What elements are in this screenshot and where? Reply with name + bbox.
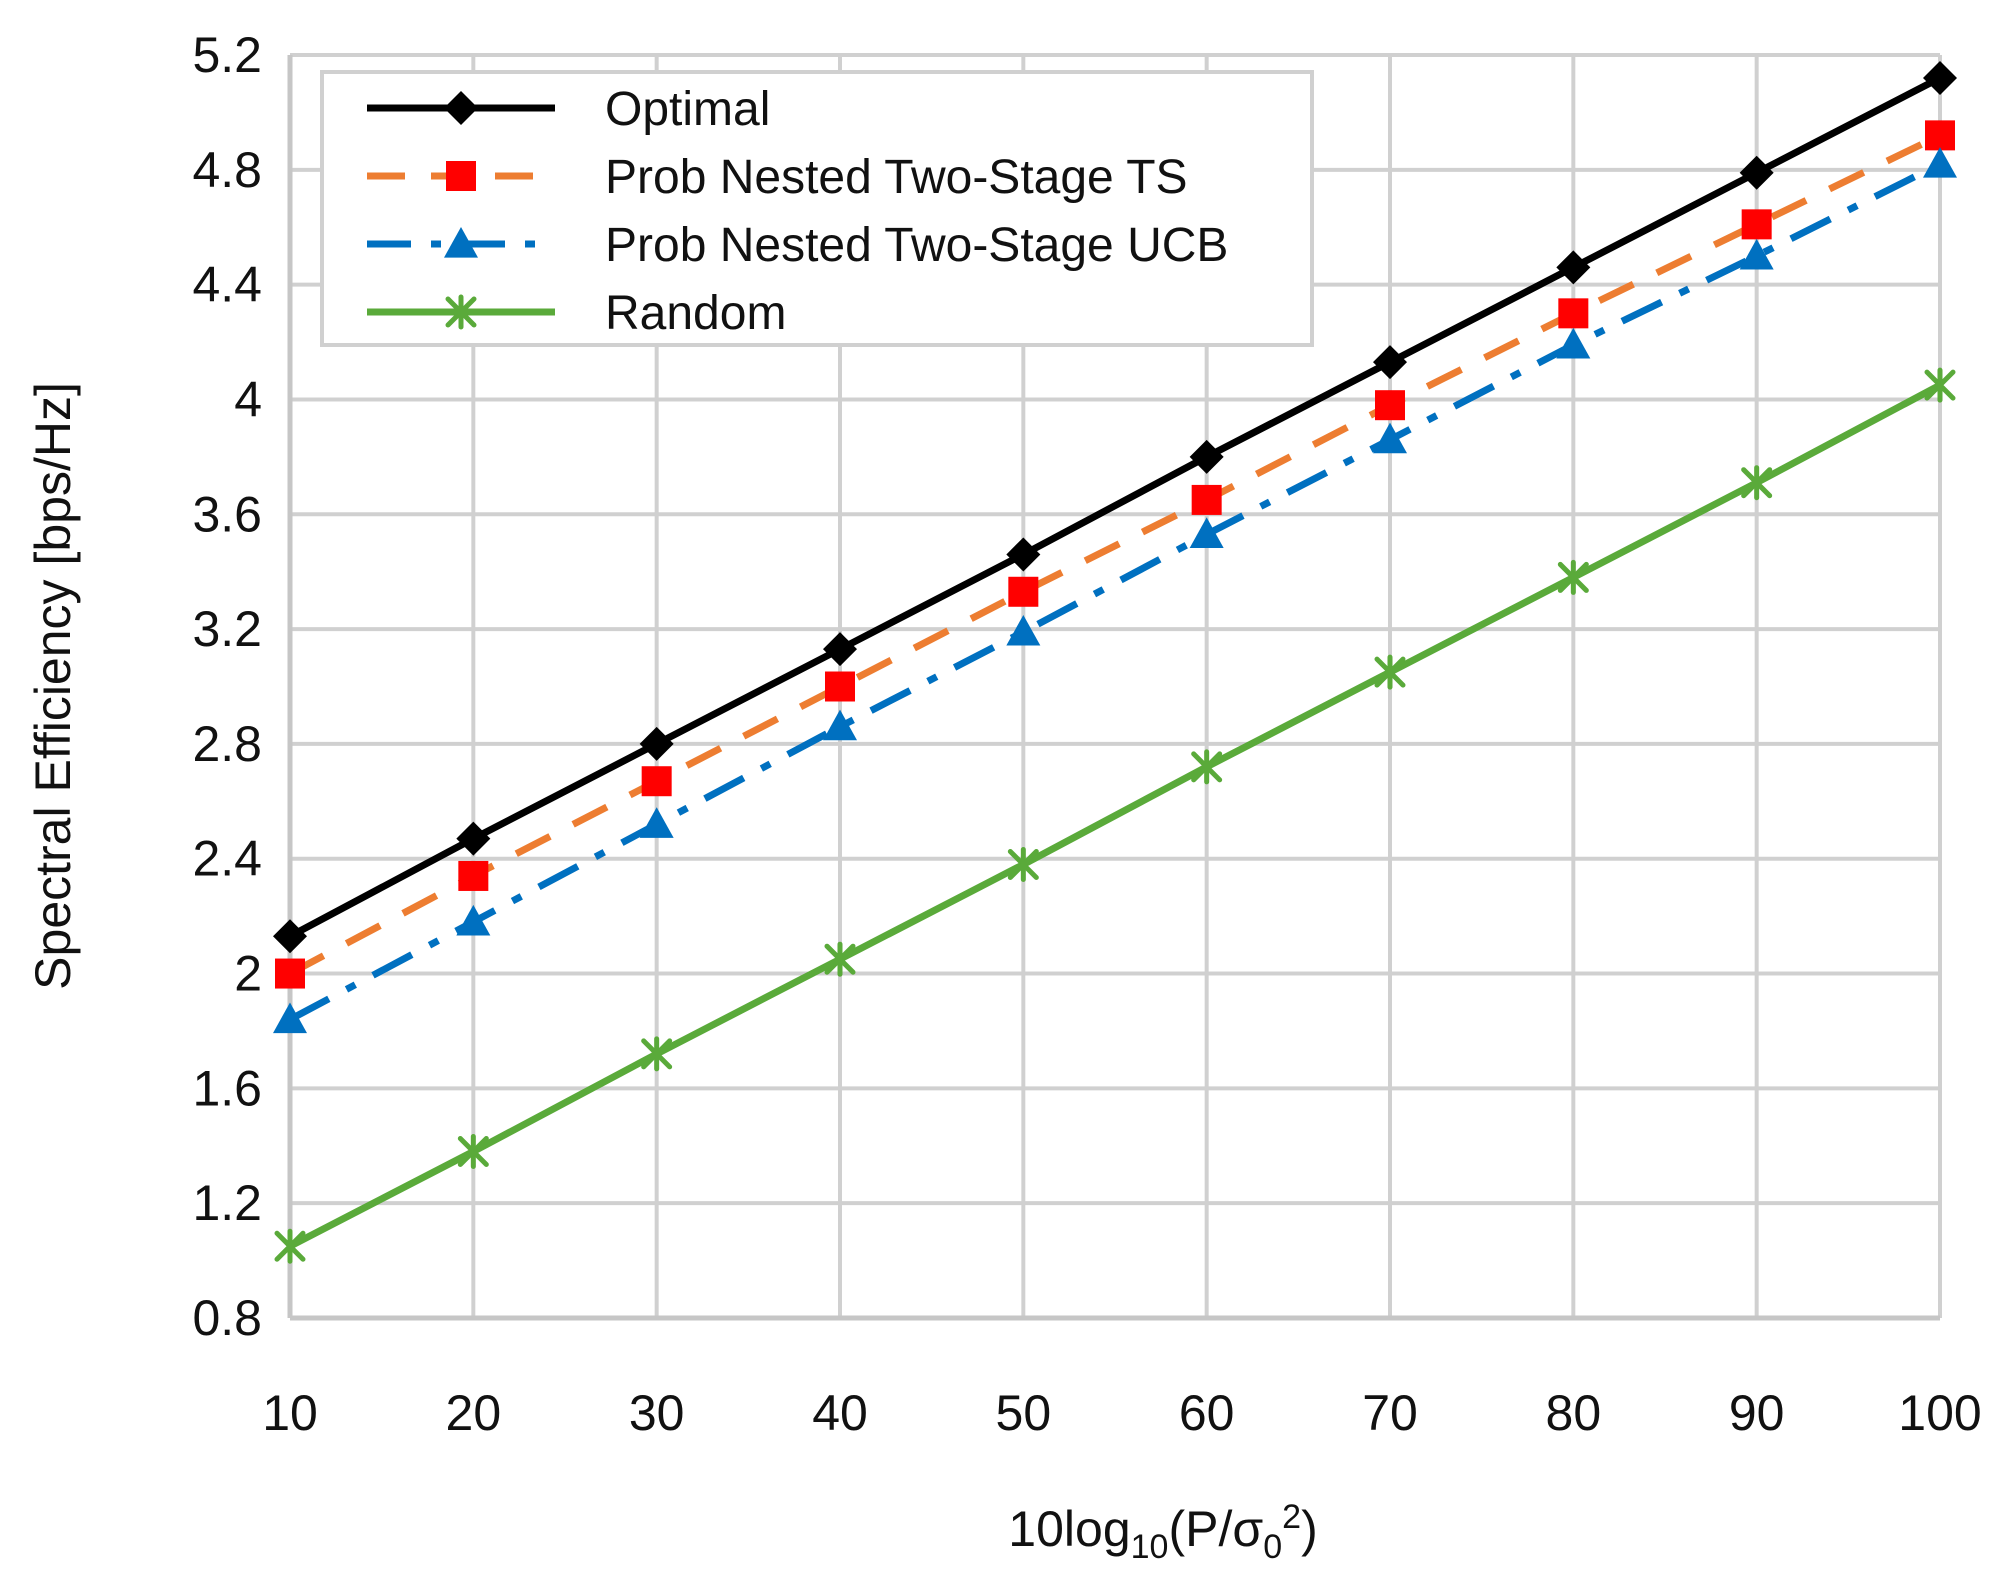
x-axis-label-sup: 2 — [1282, 1498, 1301, 1536]
series-group — [273, 60, 1957, 1264]
data-point — [1374, 654, 1406, 690]
y-axis-label: Spectral Efficiency [bps/Hz] — [25, 382, 81, 990]
legend-swatch-marker — [445, 294, 477, 330]
data-point — [1375, 390, 1405, 421]
y-tick-label: 3.2 — [192, 601, 262, 657]
axes — [287, 55, 1940, 1321]
y-tick-label: 4.8 — [192, 142, 262, 198]
series-optimal — [273, 60, 1957, 954]
series-prob-nested-two-stage-ts — [275, 120, 1955, 989]
data-point — [1008, 576, 1039, 607]
x-tick-label: 10 — [262, 1385, 318, 1441]
data-point — [1373, 345, 1407, 380]
x-tick-label: 50 — [996, 1385, 1052, 1441]
x-tick-label: 80 — [1546, 1385, 1602, 1441]
data-point — [1556, 250, 1591, 285]
series-line — [288, 132, 1942, 977]
data-point — [1007, 846, 1039, 882]
legend-swatch-marker — [446, 161, 476, 191]
y-tick-label: 0.8 — [192, 1290, 262, 1346]
legend-label: Prob Nested Two-Stage TS — [605, 151, 1188, 204]
x-tick-label: 40 — [812, 1385, 868, 1441]
legend-entry: Optimal — [367, 83, 770, 136]
data-point — [1556, 327, 1591, 359]
data-point — [639, 726, 674, 761]
data-point — [641, 1036, 673, 1072]
legend-label: Optimal — [605, 83, 770, 136]
x-tick-label: 60 — [1179, 1385, 1235, 1441]
x-axis-label-mid: (P/σ — [1168, 1501, 1263, 1557]
data-point — [824, 941, 856, 977]
series-random — [274, 367, 1956, 1264]
data-point — [456, 904, 491, 936]
x-axis-label-suffix: ) — [1301, 1501, 1318, 1557]
x-tick-labels: 10 20 30 40 50 60 70 80 90 100 — [262, 1385, 1982, 1441]
legend-label: Random — [605, 287, 786, 340]
y-tick-label: 2 — [234, 946, 262, 1002]
y-tick-label: 1.2 — [192, 1175, 262, 1231]
data-point — [1558, 298, 1589, 329]
y-tick-label: 5.2 — [192, 27, 262, 83]
y-tick-labels: 0.8 1.2 1.6 2 2.4 2.8 3.2 3.6 4 4.4 4.8 5.2 — [192, 27, 262, 1346]
data-point — [1189, 517, 1224, 548]
data-point — [1923, 60, 1957, 95]
data-point — [1557, 559, 1589, 595]
data-point — [823, 709, 857, 741]
data-point — [457, 1134, 489, 1170]
data-point — [1924, 367, 1956, 403]
data-point — [639, 807, 674, 838]
data-point — [823, 632, 857, 667]
data-point — [825, 671, 855, 702]
data-point — [1741, 209, 1772, 240]
data-point — [273, 919, 307, 954]
data-point — [1191, 484, 1222, 515]
x-axis-label-prefix: 10log — [1008, 1501, 1130, 1557]
data-point — [1923, 147, 1957, 178]
data-point — [1006, 614, 1041, 646]
x-tick-label: 90 — [1729, 1385, 1785, 1441]
data-point — [1006, 537, 1041, 572]
data-point — [1741, 465, 1773, 501]
series-line — [288, 74, 1942, 940]
data-point — [1739, 155, 1774, 190]
y-tick-label: 2.8 — [192, 716, 262, 772]
legend-swatch-marker — [444, 91, 478, 125]
x-axis-label: 10log10(P/σ02) — [1008, 1498, 1317, 1566]
data-point — [1191, 749, 1223, 785]
legend: Optimal Prob Nested Two-Stage TS Prob Nest… — [320, 70, 1314, 347]
data-point — [458, 860, 489, 891]
data-point — [1925, 120, 1955, 151]
legend-entry: Prob Nested Two-Stage TS — [367, 151, 1188, 204]
y-tick-label: 1.6 — [192, 1060, 262, 1116]
series-prob-nested-two-stage-ucb — [273, 147, 1957, 1034]
x-tick-label: 100 — [1898, 1385, 1981, 1441]
y-tick-label: 3.6 — [192, 486, 262, 542]
data-point — [641, 766, 672, 797]
data-point — [275, 958, 305, 989]
data-point — [456, 821, 491, 856]
x-axis-label-sub1: 10 — [1131, 1528, 1169, 1566]
legend-label: Prob Nested Two-Stage UCB — [605, 219, 1228, 272]
legend-entry: Prob Nested Two-Stage UCB — [367, 219, 1228, 272]
data-point — [1189, 439, 1224, 474]
y-tick-label: 2.4 — [192, 831, 262, 887]
series-line — [288, 382, 1942, 1250]
data-point — [274, 1228, 306, 1264]
y-tick-label: 4.4 — [192, 257, 262, 313]
x-tick-label: 70 — [1362, 1385, 1418, 1441]
legend-entry: Random — [367, 287, 786, 340]
x-tick-label: 30 — [629, 1385, 685, 1441]
x-tick-label: 20 — [446, 1385, 502, 1441]
data-point — [273, 1002, 307, 1034]
series-line — [288, 160, 1942, 1023]
legend-swatch-marker — [444, 227, 478, 258]
y-tick-label: 4 — [234, 371, 262, 427]
legend-box — [320, 70, 1314, 347]
data-point — [1373, 422, 1407, 454]
x-axis-label-sub2: 0 — [1263, 1528, 1282, 1566]
data-point — [1739, 238, 1774, 270]
